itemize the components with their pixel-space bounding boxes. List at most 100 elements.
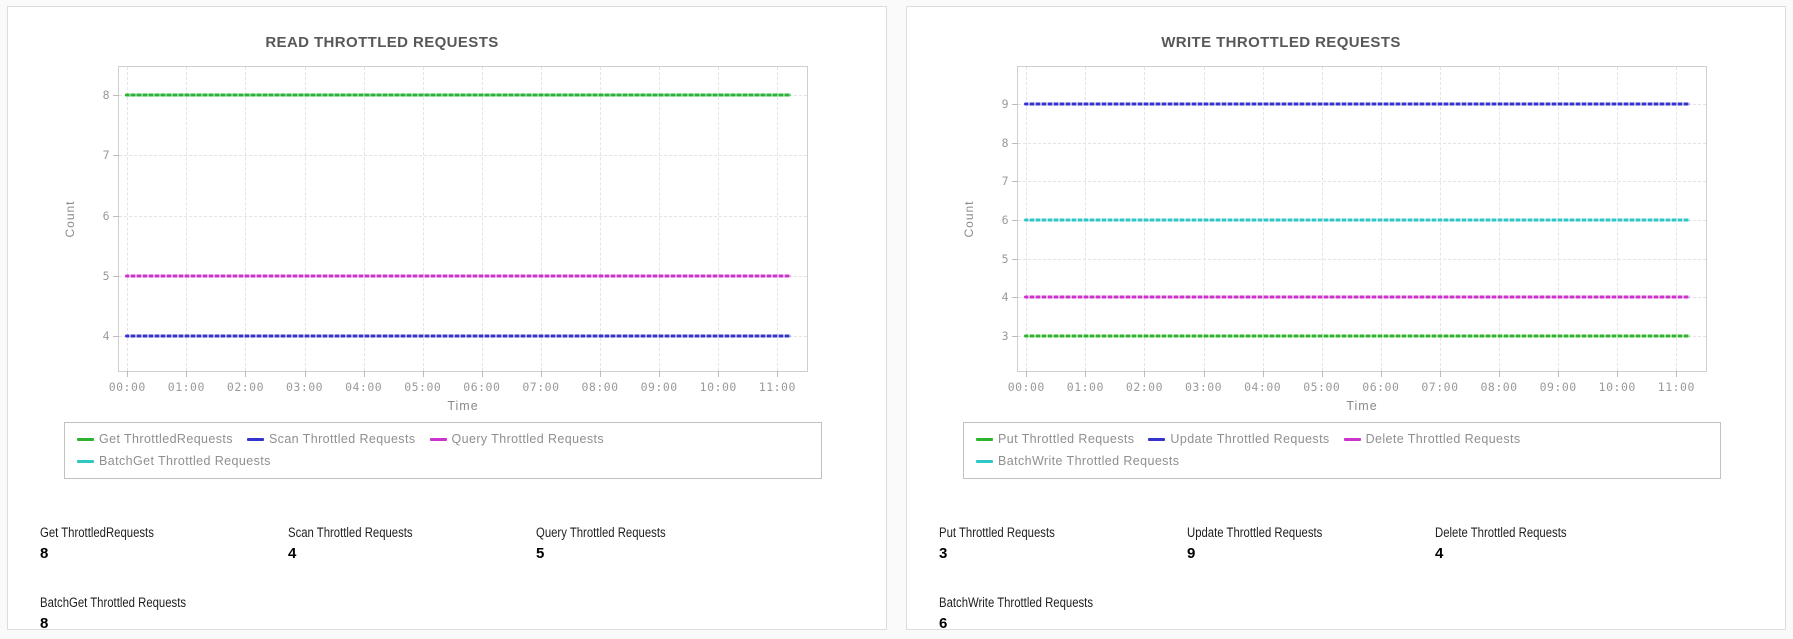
y-gridline [119,155,807,157]
stat-item: Query Throttled Requests 5 [536,524,784,562]
stat-value: 8 [40,545,49,562]
stat-value: 9 [1187,545,1196,562]
x-tick-label: 02:00 [1125,380,1164,394]
y-tick-label: 8 [102,88,110,103]
x-tick-label: 08:00 [581,380,619,394]
legend-label: Put Throttled Requests [998,432,1135,446]
x-tick-mark [245,371,247,377]
legend-item: Delete Throttled Requests [1343,428,1521,450]
x-tick-mark [1085,371,1087,377]
y-tick-mark [1012,258,1018,260]
y-tick-mark [113,155,119,157]
stat-item: BatchGet Throttled Requests 8 [40,594,288,632]
x-tick-mark [1617,371,1619,377]
y-tick-mark [1012,297,1018,299]
stat-value: 6 [939,615,948,632]
x-gridline [481,67,483,371]
x-gridline [659,67,661,371]
stat-label: Query Throttled Requests [536,525,666,540]
x-tick-label: 00:00 [108,380,146,394]
x-tick-mark [1026,371,1028,377]
y-tick-label: 5 [102,268,110,283]
legend-row: BatchGet Throttled Requests [77,450,809,472]
x-tick-mark [1676,371,1678,377]
x-tick-mark [481,371,483,377]
x-tick-label: 07:00 [1421,380,1459,394]
x-tick-mark [1203,371,1205,377]
line-chart-plot-area: 4 5 6 7 8 00:00 01:00 02:00 03:00 04:00 05:00 06:00… [103,66,808,394]
legend-row: Get ThrottledRequests Scan Throttled Requ… [77,428,809,450]
stat-label: Update Throttled Requests [1187,525,1323,540]
x-axis-label: Time [1346,399,1378,413]
legend-swatch [77,459,94,463]
stat-label: Get ThrottledRequests [40,525,154,540]
stat-item: Update Throttled Requests 9 [1187,524,1435,562]
x-gridline [600,67,602,371]
x-tick-mark [600,371,602,377]
x-tick-mark [422,371,424,377]
x-tick-label: 03:00 [285,380,324,394]
stat-item: Scan Throttled Requests 4 [288,524,536,562]
x-tick-mark [1262,371,1264,377]
x-gridline [777,67,779,371]
x-tick-mark [718,371,720,377]
legend-item: BatchGet Throttled Requests [77,450,271,472]
x-axis-label: Time [447,399,479,413]
x-tick-label: 05:00 [1303,380,1341,394]
x-tick-label: 01:00 [1066,380,1104,394]
legend-swatch [246,437,264,441]
legend-item: Scan Throttled Requests [246,428,416,450]
legend-item: Put Throttled Requests [976,428,1134,450]
legend-swatch [1148,437,1166,441]
y-tick-mark [113,215,119,217]
y-tick-label: 6 [102,208,110,223]
legend-item: Query Throttled Requests [429,428,605,450]
series-line-delete-throttled-requests [1024,295,1691,299]
y-tick-label: 3 [1001,329,1009,344]
x-tick-label: 04:00 [1244,380,1282,394]
y-tick-label: 6 [1001,212,1009,227]
x-tick-label: 06:00 [1362,380,1400,394]
y-tick-label: 7 [1001,174,1009,189]
x-tick-mark [659,371,661,377]
legend-item: Get ThrottledRequests [77,428,233,450]
stat-value: 4 [288,545,297,562]
x-tick-label: 08:00 [1480,380,1518,394]
legend-swatch [1343,437,1361,441]
legend-label: BatchWrite Throttled Requests [998,454,1180,468]
line-chart-plot-area: 3 4 5 6 7 8 9 00:00 01:00 02:00 03:00 04:00 05:00 06:… [1002,66,1707,394]
legend-label: Scan Throttled Requests [268,432,416,446]
x-gridline [540,67,542,371]
legend-item: BatchWrite Throttled Requests [976,450,1179,472]
stat-item: Get ThrottledRequests 8 [40,524,288,562]
series-line-batchwrite-throttled-requests [1024,218,1691,222]
x-tick-mark [777,371,779,377]
x-tick-mark [304,371,306,377]
x-tick-label: 09:00 [640,380,678,394]
y-tick-mark [1012,181,1018,183]
stat-value: 4 [1435,545,1444,562]
legend-swatch [77,437,94,441]
x-tick-label: 09:00 [1539,380,1577,394]
legend-label: Get ThrottledRequests [99,432,233,446]
stat-label: Delete Throttled Requests [1435,525,1567,540]
x-tick-mark [1321,371,1323,377]
series-line-put-throttled-requests [1024,334,1691,338]
y-gridline [119,215,807,217]
x-tick-label: 06:00 [463,380,501,394]
legend-item: Update Throttled Requests [1148,428,1329,450]
stat-value: 5 [536,545,545,562]
x-tick-label: 01:00 [167,380,205,394]
x-tick-label: 03:00 [1184,380,1223,394]
stat-label: Scan Throttled Requests [288,525,413,540]
series-line-query-throttled-requests [125,274,792,278]
x-tick-mark [1499,371,1501,377]
y-gridline [1018,181,1706,183]
x-tick-label: 10:00 [1598,380,1636,394]
stat-label: Put Throttled Requests [939,525,1055,540]
legend-label: BatchGet Throttled Requests [99,454,271,468]
series-line-scan-throttled-requests [125,334,792,338]
stat-item: BatchWrite Throttled Requests 6 [939,594,1187,632]
panel-write-throttled-requests: WRITE THROTTLED REQUESTS Count 3 4 5 6 7 8 9 00… [906,6,1786,632]
